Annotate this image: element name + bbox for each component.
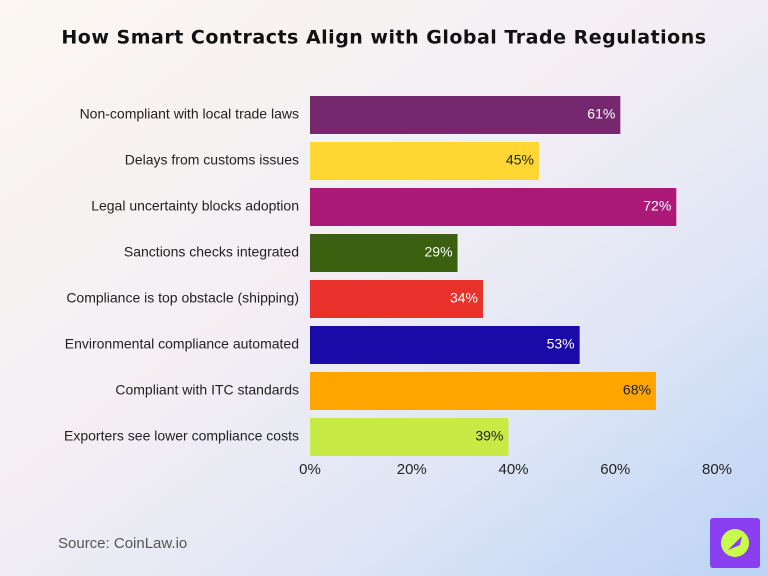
x-tick-label: 0% bbox=[299, 461, 321, 478]
y-tick-label: Sanctions checks integrated bbox=[124, 244, 299, 260]
y-tick-label: Non-compliant with local trade laws bbox=[80, 106, 299, 122]
y-tick-label: Compliant with ITC standards bbox=[115, 382, 299, 398]
source: Source: CoinLaw.io bbox=[58, 535, 187, 552]
value-label: 61% bbox=[587, 106, 615, 122]
y-tick-label: Environmental compliance automated bbox=[65, 336, 299, 352]
x-tick-label: 60% bbox=[600, 461, 630, 478]
value-label: 39% bbox=[475, 428, 503, 444]
bar bbox=[310, 326, 580, 364]
value-label: 29% bbox=[425, 244, 453, 260]
value-label: 53% bbox=[547, 336, 575, 352]
x-tick-label: 20% bbox=[397, 461, 427, 478]
bar bbox=[310, 372, 656, 410]
bar bbox=[310, 280, 483, 318]
bar bbox=[310, 234, 458, 272]
y-tick-label: Exporters see lower compliance costs bbox=[64, 428, 299, 444]
bar bbox=[310, 142, 539, 180]
x-tick-label: 80% bbox=[702, 461, 732, 478]
value-label: 68% bbox=[623, 382, 651, 398]
bar bbox=[310, 96, 621, 134]
value-label: 45% bbox=[506, 152, 534, 168]
logo bbox=[710, 518, 760, 568]
y-tick-label: Delays from customs issues bbox=[125, 152, 299, 168]
value-label: 72% bbox=[643, 198, 671, 214]
y-tick-label: Compliance is top obstacle (shipping) bbox=[66, 290, 299, 306]
y-tick-label: Legal uncertainty blocks adoption bbox=[91, 198, 299, 214]
chart-title: How Smart Contracts Align with Global Tr… bbox=[61, 27, 706, 49]
bar bbox=[310, 188, 677, 226]
bar bbox=[310, 418, 509, 456]
value-label: 34% bbox=[450, 290, 478, 306]
x-tick-label: 40% bbox=[498, 461, 528, 478]
